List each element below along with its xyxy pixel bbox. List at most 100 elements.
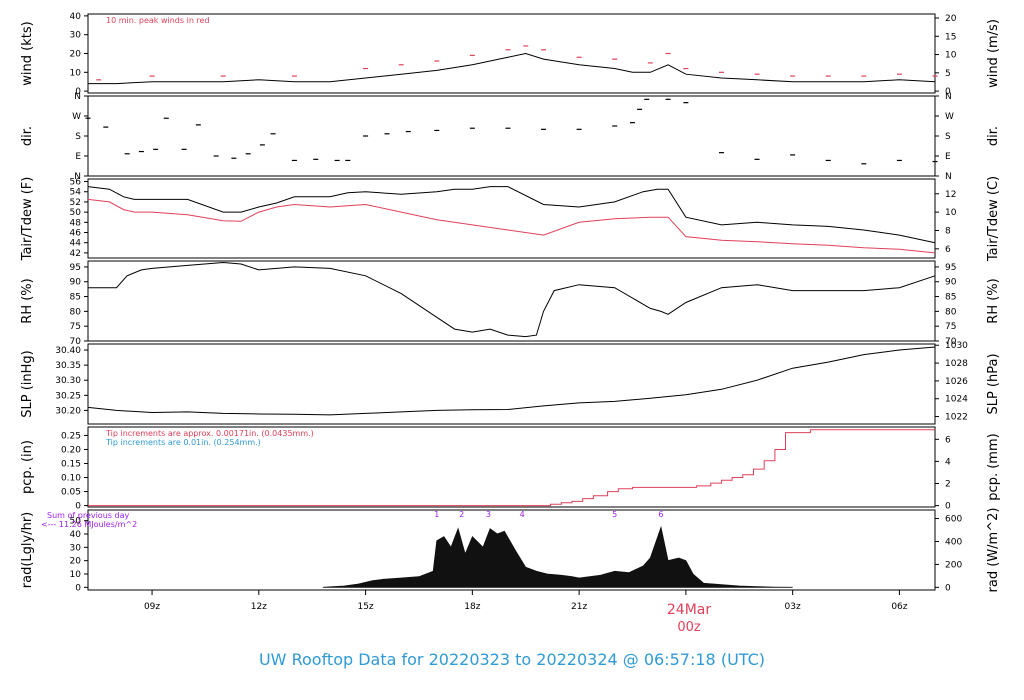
rad-hour-marker: 6 <box>658 510 663 519</box>
slp-ytick-label: 30.25 <box>55 391 81 401</box>
x-axis: 09z 12z 15z 18z 21z 03z 06z <box>144 590 908 612</box>
rh-ylabel-right: RH (%) <box>986 278 1001 323</box>
wind-ylabel-right: wind (m/s) <box>986 19 1001 88</box>
dir-ytick-label: N <box>74 172 81 182</box>
pcp-ytick-label: 0.15 <box>61 459 81 469</box>
rad-ylabel-right: rad (W/m^2) <box>986 508 1001 593</box>
pcp-series-pcp <box>88 429 935 507</box>
rh-ytick-label: 80 <box>70 307 82 317</box>
rad-panel: rad(Lgly/hr) rad (W/m^2) 0 10 20 30 40 50 0 200 40… <box>20 508 1001 594</box>
rad-series-radiation <box>322 525 793 588</box>
wind-ytick-label: 20 <box>70 50 82 60</box>
rad-ytick-label: 0 <box>75 583 81 593</box>
wind-ylabel: wind (kts) <box>20 21 35 85</box>
temp-ylabel-right: Tair/Tdew (C) <box>986 176 1001 262</box>
pcp-ytick-right-label: 0 <box>945 502 951 512</box>
wind-ytick-label: 40 <box>70 12 82 22</box>
slp-ytick-right-label: 1030 <box>945 341 968 351</box>
rad-ytick-right-label: 600 <box>945 515 962 525</box>
dir-ytick-label: N <box>74 92 81 102</box>
rh-ytick-label: 90 <box>70 278 82 288</box>
pcp-ytick-label: 0.05 <box>61 488 81 498</box>
temp-ytick-label: 50 <box>70 208 82 218</box>
temp-ytick-label: 46 <box>70 229 82 239</box>
pcp-note: Tip increments are approx. 0.00171in. (0… <box>105 429 314 438</box>
wind-series-peak-winds <box>96 45 938 81</box>
temp-series-Tair <box>87 186 936 244</box>
temp-ytick-label: 44 <box>70 239 82 249</box>
temp-ytick-label: 48 <box>70 218 82 228</box>
rh-ylabel: RH (%) <box>20 278 35 323</box>
pcp-panel: pcp. (in) pcp. (mm) 0 0.05 0.10 0.15 0.20 0.25 0… <box>20 426 1001 512</box>
dir-ytick-right-label: N <box>945 92 952 102</box>
x-tick-label: 15z <box>357 602 373 612</box>
slp-ytick-right-label: 1024 <box>945 395 968 405</box>
rh-panel: RH (%) RH (%) 70 75 80 85 90 95 70 75 80 85 90 95 <box>20 260 1001 347</box>
wind-ytick-label: 0 <box>75 87 81 97</box>
pcp-ytick-label: 0.25 <box>61 431 81 441</box>
dir-panel: dir. dir.N NE ES SW WN N <box>20 92 1001 182</box>
rh-ytick-right-label: 95 <box>945 263 956 273</box>
dir-ylabel-right: dir. <box>986 126 1001 146</box>
dir-series-direction <box>85 98 938 165</box>
slp-ytick-label: 30.20 <box>55 406 81 416</box>
slp-ytick-label: 30.40 <box>55 346 81 356</box>
rad-ylabel: rad(Lgly/hr) <box>20 512 35 588</box>
pcp-ylabel: pcp. (in) <box>20 440 35 494</box>
slp-ytick-label: 30.30 <box>55 376 81 386</box>
x-tick-label: 12z <box>251 602 267 612</box>
rad-hour-marker: 4 <box>520 510 525 519</box>
temp-panel: Tair/Tdew (F) Tair/Tdew (C) 42444648505254… <box>20 176 1001 262</box>
dir-ylabel: dir. <box>20 126 35 146</box>
x-tick-label: 03z <box>785 602 801 612</box>
x-tick-label: 21z <box>571 602 587 612</box>
rad-hour-marker: 2 <box>459 510 464 519</box>
rh-ytick-label: 70 <box>70 337 82 347</box>
pcp-ylabel-right: pcp. (mm) <box>986 433 1001 500</box>
temp-ytick-right-label: 8 <box>945 226 951 236</box>
temp-series-Tdew <box>87 198 936 254</box>
wind-ytick-right-label: 5 <box>945 69 951 79</box>
rh-frame <box>87 260 936 342</box>
x-tick-label: 18z <box>464 602 480 612</box>
chart-title: UW Rooftop Data for 20220323 to 20220324… <box>259 650 765 669</box>
rad-frame <box>87 509 936 591</box>
slp-ytick-right-label: 1026 <box>945 377 968 387</box>
rh-ytick-right-label: 85 <box>945 293 956 303</box>
rad-note: <--- 11.26 MJoules/m^2 <box>41 520 137 529</box>
rh-ytick-right-label: 70 <box>945 337 957 347</box>
rad-ytick-label: 30 <box>70 543 82 553</box>
wind-note: 10 min. peak winds in red <box>106 16 210 25</box>
slp-ytick-right-label: 1022 <box>945 413 968 423</box>
rh-ytick-right-label: 75 <box>945 322 956 332</box>
rad-note: Sum of previous day <box>47 511 129 520</box>
wind-ytick-label: 30 <box>70 31 82 41</box>
date-sublabel: 00z <box>677 620 701 635</box>
dir-ytick-right-label: S <box>945 132 951 142</box>
pcp-ytick-label: 0.10 <box>61 474 81 484</box>
rh-ytick-right-label: 80 <box>945 307 957 317</box>
dir-frame <box>87 95 936 177</box>
pcp-ytick-right-label: 4 <box>945 457 951 467</box>
wind-frame <box>87 13 936 94</box>
rad-ytick-label: 10 <box>70 570 82 580</box>
date-label: 24Mar <box>667 602 711 618</box>
temp-ytick-right-label: 6 <box>945 245 951 255</box>
rh-series-RH <box>88 261 936 338</box>
x-tick-label: 06z <box>891 602 907 612</box>
pcp-ytick-right-label: 6 <box>945 435 951 445</box>
wind-ytick-right-label: 10 <box>945 51 957 61</box>
rad-ytick-label: 40 <box>70 530 82 540</box>
rh-ytick-label: 95 <box>70 263 81 273</box>
wind-ytick-right-label: 20 <box>945 14 957 24</box>
dir-ytick-right-label: N <box>945 172 952 182</box>
pcp-note: Tip increments are 0.01in. (0.254mm.) <box>105 438 261 447</box>
slp-ylabel: SLP (inHg) <box>20 350 35 418</box>
slp-frame <box>87 343 936 425</box>
wind-ytick-label: 10 <box>70 68 82 78</box>
dir-ytick-label: S <box>75 132 81 142</box>
wind-ytick-right-label: 15 <box>945 32 956 42</box>
temp-ytick-label: 56 <box>70 178 82 188</box>
dir-ytick-label: E <box>75 152 81 162</box>
